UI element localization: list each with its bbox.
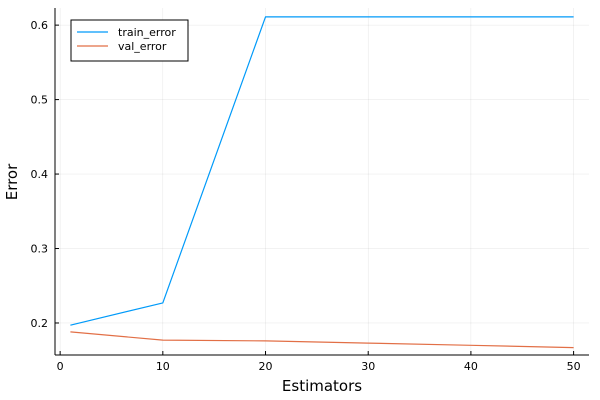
y-tick-label: 0.4	[31, 168, 49, 181]
y-axis-title: Error	[3, 163, 21, 200]
x-axis-title: Estimators	[282, 377, 362, 395]
x-tick-label: 40	[464, 360, 478, 373]
axes	[54, 8, 589, 356]
y-tick-label: 0.3	[31, 243, 49, 256]
legend-label-train-error: train_error	[118, 26, 176, 39]
y-tick-label: 0.6	[31, 19, 49, 32]
series-layer	[70, 16, 574, 349]
x-tick-label: 0	[57, 360, 64, 373]
legend-label-val-error: val_error	[118, 40, 167, 53]
y-tick-label: 0.5	[31, 94, 49, 107]
legend-box	[70, 19, 189, 62]
series-line-train-error	[70, 16, 574, 326]
x-tick-label: 30	[361, 360, 375, 373]
x-tick-label: 50	[567, 360, 581, 373]
y-tick-label: 0.2	[31, 317, 49, 330]
series-line-val-error	[70, 331, 574, 349]
x-tick-label: 20	[259, 360, 273, 373]
x-tick-label: 10	[156, 360, 170, 373]
ticks: 0 10 20 30 40 50 0.2 0.3 0.4 0.5 0.6	[31, 19, 581, 373]
